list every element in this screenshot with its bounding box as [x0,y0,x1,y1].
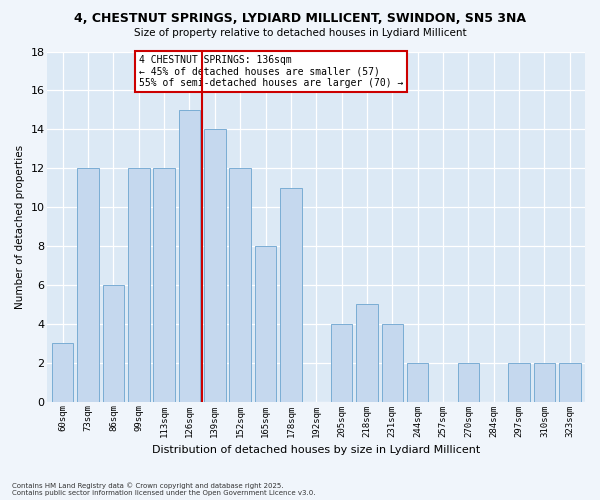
Bar [154,168,175,402]
Bar [229,168,251,402]
Bar [103,285,124,402]
Text: Size of property relative to detached houses in Lydiard Millicent: Size of property relative to detached ho… [134,28,466,38]
Bar [204,130,226,402]
Text: Contains public sector information licensed under the Open Government Licence v3: Contains public sector information licen… [12,490,316,496]
Text: 4, CHESTNUT SPRINGS, LYDIARD MILLICENT, SWINDON, SN5 3NA: 4, CHESTNUT SPRINGS, LYDIARD MILLICENT, … [74,12,526,26]
Text: Contains HM Land Registry data © Crown copyright and database right 2025.: Contains HM Land Registry data © Crown c… [12,482,284,489]
Bar [179,110,200,402]
Bar [77,168,99,402]
Text: 4 CHESTNUT SPRINGS: 136sqm
← 45% of detached houses are smaller (57)
55% of semi: 4 CHESTNUT SPRINGS: 136sqm ← 45% of deta… [139,55,403,88]
Bar [280,188,302,402]
Bar [52,344,73,402]
Bar [458,362,479,402]
Bar [559,362,581,402]
X-axis label: Distribution of detached houses by size in Lydiard Millicent: Distribution of detached houses by size … [152,445,481,455]
Bar [382,324,403,402]
Bar [255,246,276,402]
Bar [407,362,428,402]
Y-axis label: Number of detached properties: Number of detached properties [15,144,25,308]
Bar [128,168,149,402]
Bar [533,362,555,402]
Bar [356,304,378,402]
Bar [508,362,530,402]
Bar [331,324,352,402]
